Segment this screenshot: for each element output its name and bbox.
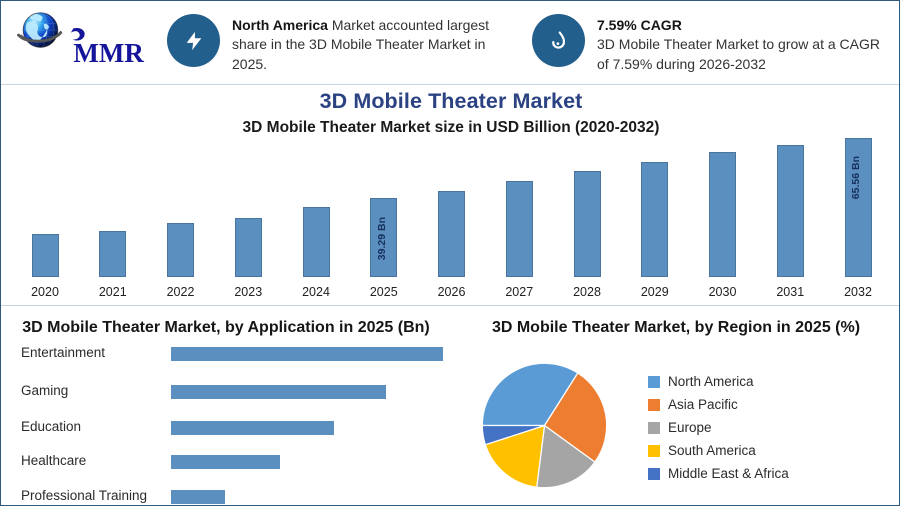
svg-text:MMR: MMR: [73, 38, 144, 68]
